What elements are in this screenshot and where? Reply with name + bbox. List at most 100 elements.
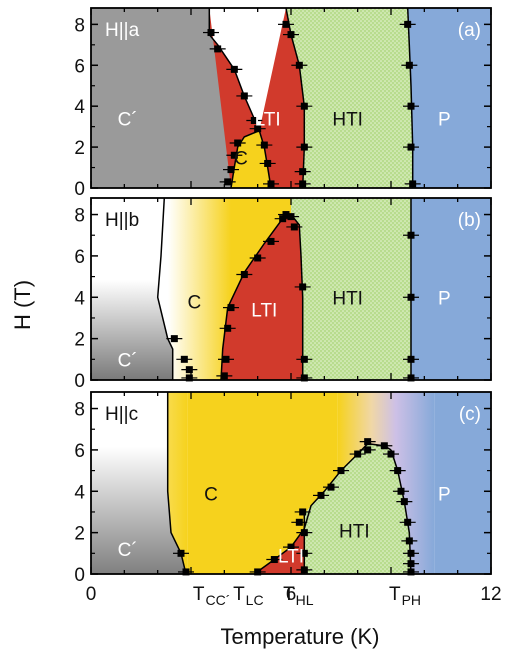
data-point — [287, 31, 295, 39]
region-hti — [304, 443, 411, 574]
data-point — [300, 355, 308, 363]
x-transition-subscript: PH — [402, 592, 421, 608]
x-transition-subscript: LC — [246, 592, 264, 608]
y-tick-label: 6 — [74, 247, 85, 268]
panel-a: C´ C LTI HTI P H||a (a) 0 2 4 6 8 — [74, 7, 492, 200]
data-point — [227, 304, 235, 312]
data-point — [404, 20, 412, 28]
data-point — [240, 92, 248, 100]
data-point — [300, 143, 308, 151]
region-label: LTI — [255, 109, 281, 130]
data-point — [287, 543, 295, 551]
x-axis-title: Temperature (K) — [221, 624, 380, 649]
data-point — [299, 283, 307, 291]
data-point — [300, 102, 308, 110]
data-point — [287, 213, 295, 221]
region-p — [434, 392, 491, 574]
data-point — [405, 537, 413, 545]
boundary-hti-p — [406, 7, 414, 188]
data-point — [282, 211, 290, 219]
data-point — [405, 61, 413, 69]
data-point — [282, 20, 290, 28]
data-point — [380, 442, 388, 450]
data-point — [260, 141, 268, 149]
data-point — [300, 374, 308, 382]
boundary-c-lti — [253, 442, 392, 575]
data-point — [224, 178, 232, 186]
region-label: C´ — [118, 350, 138, 371]
field-direction-label: H||c — [105, 404, 138, 425]
data-point — [407, 102, 415, 110]
region-label: C´ — [118, 109, 138, 130]
data-point — [220, 372, 228, 380]
panel-c: C´ C LTI HTI P H||c (c) 0 2 4 6 8 — [74, 391, 492, 586]
data-point — [207, 29, 215, 37]
y-tick-label: 8 — [74, 400, 85, 421]
data-point — [409, 180, 417, 188]
region-labels: C´ C LTI HTI P — [118, 109, 451, 169]
x-ticks — [90, 392, 492, 574]
panel-b: C´ C LTI HTI P H||b (b) 0 2 4 6 8 — [74, 197, 492, 392]
data-point — [250, 117, 258, 124]
y-tick-label: 6 — [74, 56, 85, 77]
data-point — [214, 45, 222, 53]
y-tick-label: 4 — [74, 288, 85, 309]
region-c-prime — [91, 392, 186, 574]
y-tick-label: 2 — [74, 138, 85, 159]
x-transition-label: TLC — [233, 584, 264, 608]
data-point — [230, 151, 238, 159]
data-point — [407, 355, 415, 363]
region-p — [407, 8, 491, 188]
region-label: HTI — [339, 522, 370, 543]
region-lti — [254, 528, 305, 574]
data-point — [407, 231, 415, 239]
y-tick-label: 4 — [74, 482, 85, 503]
region-label: LTI — [251, 301, 277, 322]
region-label: HTI — [332, 288, 363, 309]
region-label: P — [438, 288, 451, 309]
region-label: C — [187, 292, 201, 313]
data-points — [173, 438, 419, 576]
data-points — [203, 20, 421, 188]
data-point — [404, 518, 412, 526]
field-direction-label: H||a — [105, 20, 140, 41]
data-point — [400, 498, 408, 506]
data-point — [300, 566, 308, 574]
y-tick-label: 8 — [74, 206, 85, 227]
x-tick-label: 0 — [86, 584, 97, 605]
region-fills — [91, 392, 491, 574]
data-point — [230, 65, 238, 73]
y-tick-label: 8 — [74, 15, 85, 36]
region-label: HTI — [332, 109, 363, 130]
data-point — [182, 568, 190, 576]
region-hti — [291, 198, 411, 380]
region-hti — [286, 8, 413, 188]
data-point — [295, 518, 303, 526]
region-c-prime — [91, 198, 173, 380]
data-point — [317, 491, 325, 499]
data-point — [295, 61, 303, 69]
field-direction-label: H||b — [105, 210, 139, 231]
data-point — [299, 168, 307, 176]
data-point — [407, 293, 415, 301]
data-point — [394, 467, 402, 475]
data-point — [185, 366, 193, 374]
region-labels: C´ C LTI HTI P — [118, 288, 451, 371]
x-transition-label: TPH — [389, 584, 421, 608]
y-tick-label: 0 — [74, 179, 85, 200]
data-point — [337, 467, 345, 475]
y-tick-label: 0 — [74, 371, 85, 392]
data-point — [270, 556, 278, 564]
data-point — [407, 568, 415, 576]
x-transition-subscript: CC´ — [206, 592, 231, 608]
boundary-c-prime-edge — [166, 392, 187, 575]
region-label: LTI — [278, 546, 304, 567]
y-axis: 0 2 4 6 8 — [74, 15, 491, 200]
data-point — [299, 508, 307, 516]
x-axis-tick-labels: 0 6 12 TCC´ TLC THL TPH — [86, 584, 502, 608]
panel-tag: (c) — [459, 404, 481, 425]
data-point — [279, 215, 287, 223]
data-point — [180, 355, 188, 363]
region-lti — [221, 214, 303, 380]
